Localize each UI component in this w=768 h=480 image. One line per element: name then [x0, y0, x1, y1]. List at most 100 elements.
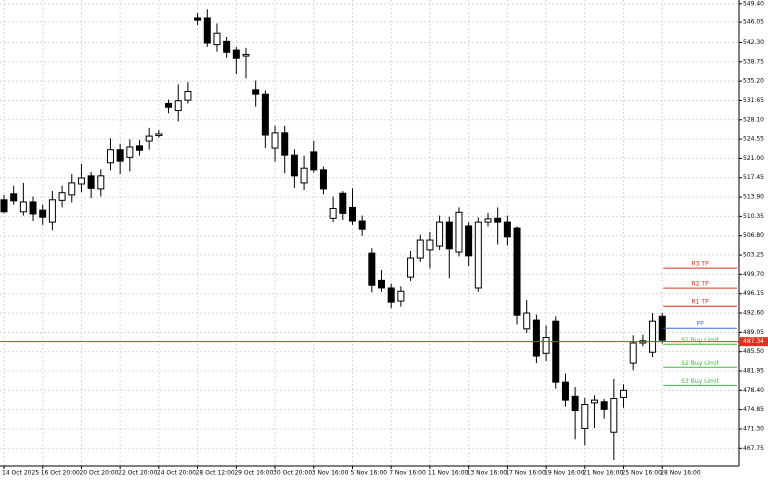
- candle-body: [136, 145, 144, 151]
- y-tick-label: 528.10: [743, 116, 764, 123]
- candle-body: [503, 221, 511, 238]
- candle-body: [213, 32, 221, 46]
- y-tick-label: 492.60: [743, 310, 764, 317]
- candle-body: [97, 175, 105, 190]
- candle-body: [300, 167, 308, 184]
- x-tick-label: 30 Oct 20:00: [273, 470, 312, 477]
- current-price-label: 487.34: [743, 338, 764, 345]
- candle-body: [19, 201, 27, 213]
- candle-body: [0, 199, 8, 213]
- candle-body: [368, 252, 376, 286]
- candle-body: [242, 53, 250, 57]
- candle-body: [378, 279, 386, 289]
- candle-body: [484, 218, 492, 223]
- candle-body: [329, 208, 337, 219]
- candle-body: [310, 151, 318, 171]
- candle-body: [48, 199, 56, 223]
- y-tick-label: 549.40: [743, 0, 764, 7]
- candle-body: [29, 201, 37, 215]
- x-tick-label: 13 Nov 16:00: [467, 470, 508, 477]
- candle-body: [290, 154, 298, 177]
- candle-body: [116, 149, 124, 162]
- candle-body: [184, 90, 192, 101]
- x-tick-label: 3 Nov 16:00: [312, 470, 349, 477]
- y-tick-label: 489.05: [743, 329, 764, 336]
- candle-body: [629, 342, 637, 364]
- candle-body: [77, 177, 85, 185]
- candle-body: [165, 102, 173, 108]
- candle-body: [513, 227, 521, 316]
- y-tick-label: 471.30: [743, 425, 764, 432]
- candle-body: [126, 146, 134, 158]
- candle-body: [436, 221, 444, 247]
- y-tick-label: 467.75: [743, 445, 764, 452]
- candle-body: [397, 290, 405, 302]
- candle-body: [571, 395, 579, 411]
- candle-body: [532, 319, 540, 357]
- candle-body: [174, 100, 182, 112]
- current-price-box: [739, 337, 768, 347]
- x-tick-label: 16 Oct 20:00: [41, 470, 80, 477]
- level-label: R3 TP: [692, 261, 710, 268]
- candle-body: [552, 320, 560, 383]
- level-label: R1 TP: [692, 299, 710, 306]
- candle-body: [261, 93, 269, 136]
- candle-body: [542, 337, 550, 354]
- candle-body: [203, 17, 211, 44]
- candle-body: [39, 209, 47, 218]
- y-tick-label: 531.65: [743, 97, 764, 104]
- candle-body: [590, 399, 598, 404]
- plot-area: [0, 0, 739, 466]
- candle-body: [465, 225, 473, 257]
- candle-body: [358, 220, 366, 230]
- candle-body: [620, 389, 628, 398]
- candle-body: [68, 182, 76, 196]
- x-tick-label: 14 Oct 2025: [2, 470, 39, 477]
- candle-body: [223, 40, 231, 53]
- x-tick-label: 19 Nov 16:00: [544, 470, 585, 477]
- y-tick-label: 485.50: [743, 348, 764, 355]
- candle-body: [281, 132, 289, 156]
- y-tick-label: 510.35: [743, 213, 764, 220]
- candle-body: [271, 132, 279, 149]
- y-tick-label: 499.70: [743, 271, 764, 278]
- x-tick-label: 29 Oct 16:00: [234, 470, 273, 477]
- y-tick-label: 513.90: [743, 194, 764, 201]
- candle-body: [416, 239, 424, 259]
- x-tick-label: 5 Nov 16:00: [350, 470, 387, 477]
- candle-body: [649, 320, 657, 353]
- level-label: R2 TP: [692, 281, 710, 288]
- y-tick-label: 506.80: [743, 232, 764, 239]
- candle-body: [600, 401, 608, 410]
- x-tick-label: 17 Nov 16:00: [505, 470, 546, 477]
- y-tick-label: 503.25: [743, 252, 764, 259]
- level-label: S1 Buy Limit: [681, 337, 719, 344]
- y-tick-label: 478.40: [743, 387, 764, 394]
- candle-body: [581, 403, 589, 429]
- candle-body: [252, 89, 260, 95]
- candle-body: [145, 135, 153, 142]
- candle-body: [561, 381, 569, 401]
- x-tick-label: 21 Nov 16:00: [583, 470, 624, 477]
- marks: R3 TP R2 TP R1 TP PP S1 Buy Limit S2 Buy Limi…: [0, 9, 739, 461]
- x-tick-label: 24 Oct 20:00: [157, 470, 196, 477]
- y-tick-label: 517.45: [743, 174, 764, 181]
- candle-body: [339, 192, 347, 214]
- candle-body: [319, 169, 327, 190]
- y-tick-label: 521.00: [743, 155, 764, 162]
- y-tick-label: 535.20: [743, 78, 764, 85]
- x-tick-label: 25 Nov 16:00: [622, 470, 663, 477]
- x-tick-label: 11 Nov 16:00: [428, 470, 469, 477]
- x-tick-label: 20 Oct 20:00: [79, 470, 118, 477]
- y-tick-label: 546.05: [743, 19, 764, 26]
- candle-body: [445, 221, 453, 250]
- candle-body: [610, 397, 618, 433]
- candle-body: [348, 206, 356, 222]
- y-tick-label: 538.75: [743, 58, 764, 65]
- candle-body: [494, 217, 502, 223]
- candle-body: [407, 257, 415, 278]
- y-tick-label: 542.30: [743, 39, 764, 46]
- y-tick-label: 481.95: [743, 368, 764, 375]
- x-tick-label: 28 Oct 12:00: [196, 470, 235, 477]
